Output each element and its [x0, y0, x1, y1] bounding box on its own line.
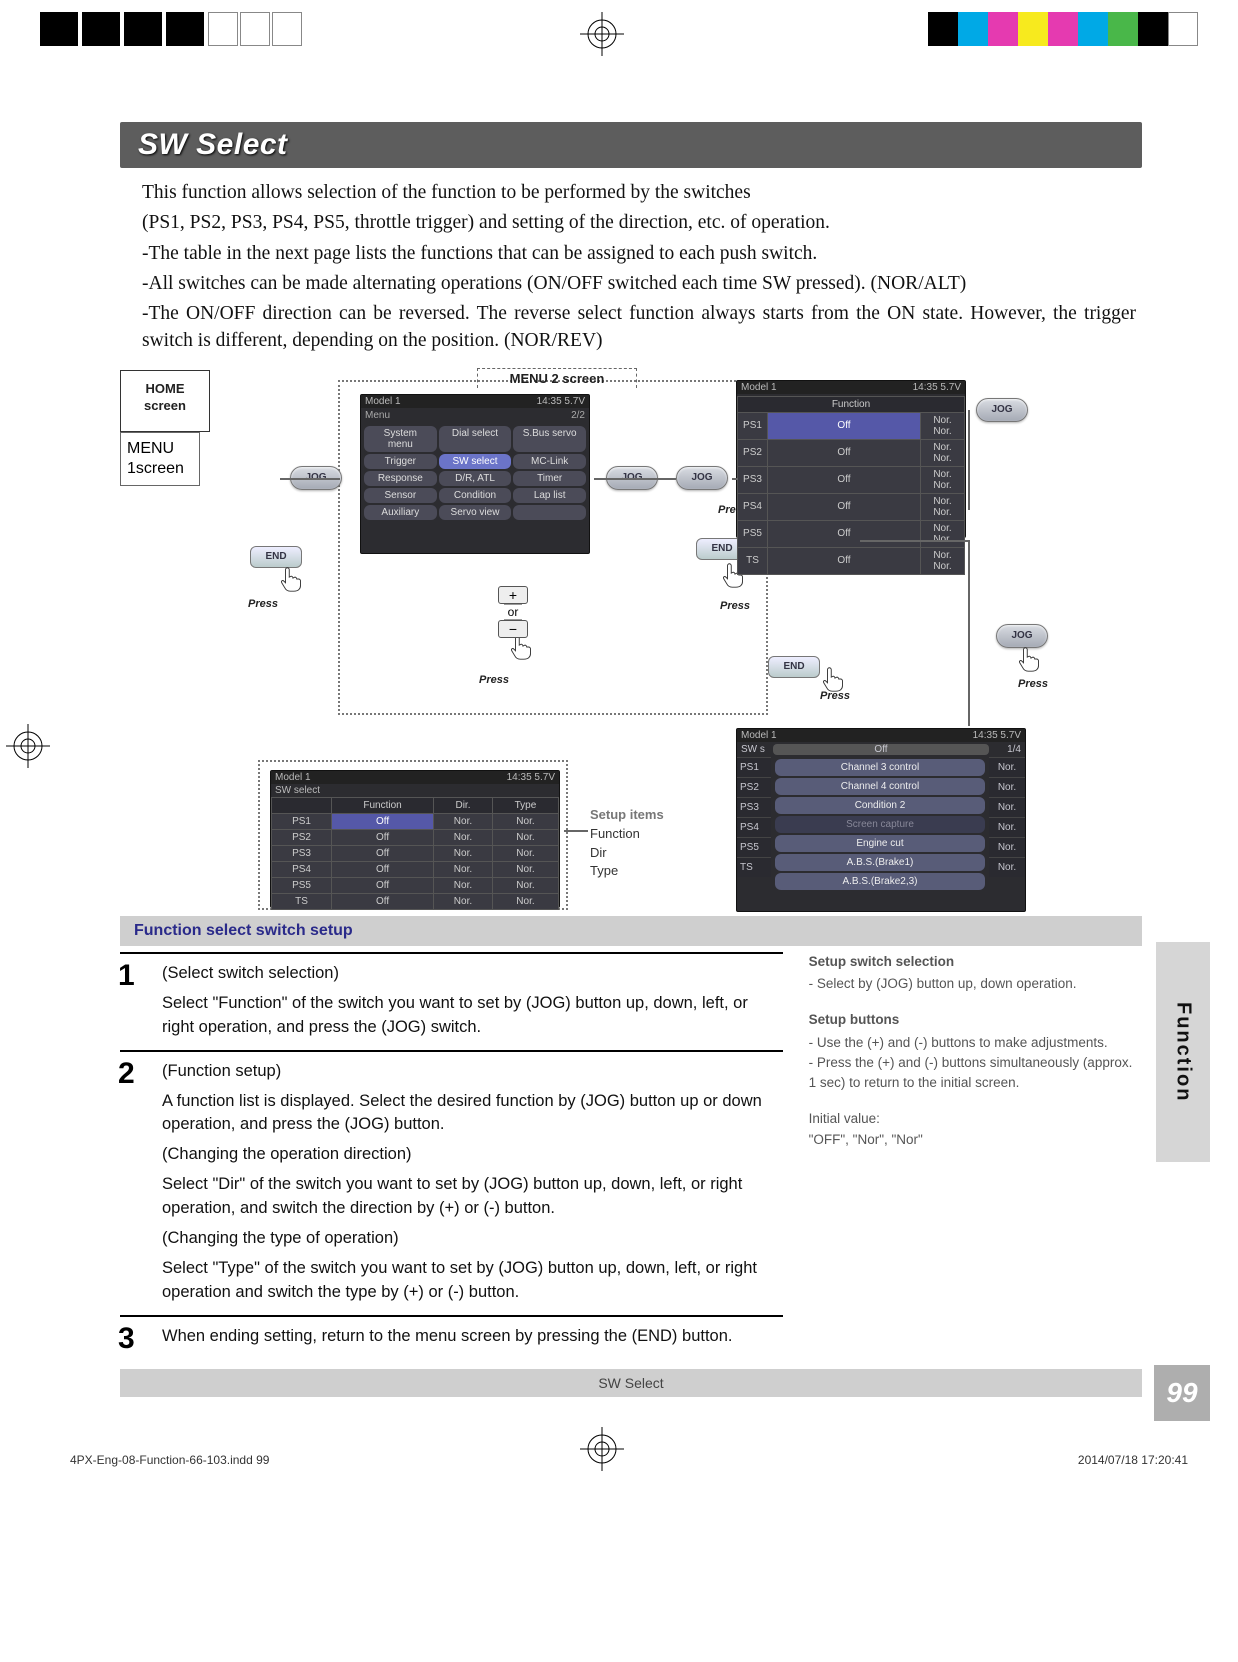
arrow-line: [564, 830, 588, 832]
menu2-screen: Model 114:35 5.7V Menu 2/2 System menuDi…: [360, 394, 590, 554]
plus-minus-or-control[interactable]: + or −: [485, 586, 541, 638]
press-label: Press: [479, 674, 509, 686]
sw-select-table-screen: Model 114:35 5.7V SW select FunctionDir.…: [270, 770, 560, 908]
registration-mark-icon: [6, 724, 50, 768]
setup-items-callout: Setup items FunctionDirType: [590, 806, 664, 881]
press-label: Press: [1018, 678, 1048, 690]
hand-pointer-icon: [1016, 642, 1046, 676]
function-list-screen: Model 114:35 5.7V Function PS1OffNor. No…: [736, 380, 966, 538]
printer-marks-bar: [0, 12, 1238, 56]
steps-area: 1(Select switch selection)Select "Functi…: [120, 952, 1142, 1359]
footer-label-bar: SW Select: [120, 1369, 1142, 1397]
white-swatches: [208, 12, 304, 46]
press-label: Press: [248, 598, 278, 610]
navigation-diagram: HOMEscreen MENU 2 screen Model 114:35 5.…: [120, 370, 1142, 910]
arrow-line: [594, 478, 676, 480]
press-label: Press: [720, 600, 750, 612]
intro-paragraphs: This function allows selection of the fu…: [142, 180, 1136, 354]
hand-pointer-icon: [278, 562, 308, 596]
section-tab: Function: [1156, 942, 1210, 1162]
arrow-line: [732, 478, 738, 480]
color-swatches: [928, 12, 1198, 46]
jog-button[interactable]: JOG: [676, 466, 728, 490]
arrow-line: [968, 540, 970, 726]
indd-datetime: 2014/07/18 17:20:41: [1078, 1453, 1188, 1467]
arrow-line: [860, 540, 970, 542]
steps-right-column: Setup switch selection- Select by (JOG) …: [809, 952, 1142, 1359]
hand-pointer-icon: [820, 662, 850, 696]
section-banner: Function select switch setup: [120, 916, 1142, 946]
home-screen-box: HOMEscreen: [120, 370, 210, 432]
jog-button[interactable]: JOG: [976, 398, 1028, 422]
arrow-line: [280, 478, 340, 480]
menu1-label: MENU1screen: [120, 432, 200, 486]
indesign-footer: 4PX-Eng-08-Function-66-103.indd 99 2014/…: [70, 1453, 1188, 1467]
arrow-line: [968, 410, 970, 510]
page-number-tab: 99: [1154, 1365, 1210, 1421]
menu2-label: MENU 2 screen: [477, 368, 637, 388]
function-popup-screen: Model 114:35 5.7V SW s Off 1/4 PS1PS2PS3…: [736, 728, 1026, 912]
black-density-blocks: [40, 12, 208, 46]
page-content: SW Select This function allows selection…: [120, 122, 1142, 1397]
indd-file: 4PX-Eng-08-Function-66-103.indd 99: [70, 1453, 269, 1467]
registration-mark-icon: [580, 12, 624, 56]
steps-left-column: 1(Select switch selection)Select "Functi…: [120, 952, 783, 1359]
page-title: SW Select: [120, 122, 1142, 168]
end-button[interactable]: END: [768, 656, 820, 678]
